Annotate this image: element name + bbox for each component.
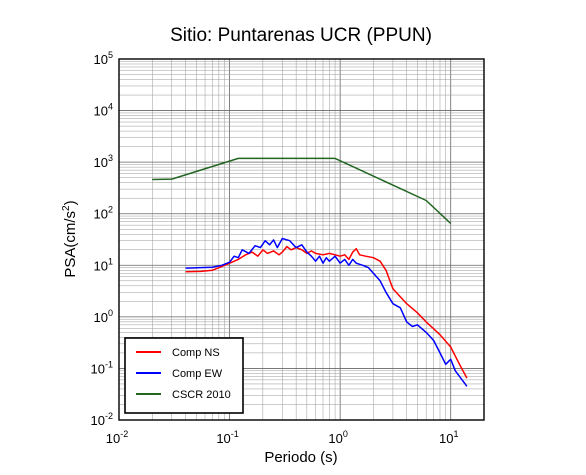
x-tick-label: 10-1 [216, 429, 238, 446]
chart-title: Sitio: Puntarenas UCR (PPUN) [170, 25, 432, 46]
x-tick-label-exponent: -1 [231, 429, 239, 439]
legend-label: CSCR 2010 [172, 389, 231, 401]
y-tick-label: 104 [94, 102, 113, 119]
y-tick-label-base: 10 [94, 104, 108, 119]
legend: Comp NS Comp EW CSCR 2010 [124, 337, 244, 414]
legend-label: Comp EW [172, 368, 223, 380]
y-tick-label-base: 10 [94, 258, 108, 273]
chart-grid [118, 59, 485, 421]
y-tick-label-base: 10 [91, 361, 105, 376]
series-layer [152, 157, 468, 387]
y-tick-label: 10-1 [91, 359, 113, 376]
y-tick-label-base: 10 [94, 207, 108, 222]
series-line-cscr-2010 [152, 157, 452, 224]
legend-box [124, 337, 244, 414]
y-tick-label: 10-2 [91, 411, 113, 428]
y-axis-label: PSA(cm/s2) [61, 200, 79, 277]
y-tick-label-base: 10 [91, 413, 105, 428]
y-tick-label-base: 10 [94, 310, 108, 325]
x-tick-label: 10-2 [106, 429, 128, 446]
y-tick-label: 100 [94, 308, 113, 325]
y-tick-label-exponent: 4 [108, 102, 113, 112]
x-tick-labels: 10-2 10-1 100 101 [106, 429, 459, 446]
plot-frame [118, 58, 485, 421]
y-tick-label-exponent: 1 [108, 256, 113, 266]
x-tick-label-base: 10 [216, 431, 230, 446]
y-tick-label-exponent: 2 [108, 205, 113, 215]
y-tick-label-base: 10 [94, 155, 108, 170]
y-axis-label-close: ) [62, 200, 79, 205]
x-tick-label-base: 10 [328, 431, 342, 446]
x-tick-label-base: 10 [439, 431, 453, 446]
x-tick-label-exponent: 1 [453, 429, 458, 439]
series-line-comp-ns [185, 245, 468, 379]
y-tick-label-exponent: -1 [105, 359, 113, 369]
x-tick-label-exponent: -2 [120, 429, 128, 439]
y-tick-label: 105 [94, 50, 113, 67]
x-tick-label: 100 [328, 429, 347, 446]
series-line-comp-ew [185, 237, 468, 387]
y-tick-label: 102 [94, 205, 113, 222]
y-tick-label-exponent: 3 [108, 153, 113, 163]
x-axis-label: Periodo (s) [264, 449, 337, 466]
y-axis-label-sup: 2 [61, 205, 72, 211]
legend-label: Comp NS [172, 347, 220, 359]
y-axis-label-main: PSA(cm/s [62, 211, 79, 278]
y-tick-label-exponent: 5 [108, 50, 113, 60]
x-tick-label: 101 [439, 429, 458, 446]
y-tick-label-base: 10 [94, 52, 108, 67]
y-tick-label-exponent: -2 [105, 411, 113, 421]
y-tick-label: 103 [94, 153, 113, 170]
x-tick-label-exponent: 0 [343, 429, 348, 439]
y-tick-label-exponent: 0 [108, 308, 113, 318]
x-tick-label-base: 10 [106, 431, 120, 446]
y-tick-label: 101 [94, 256, 113, 273]
